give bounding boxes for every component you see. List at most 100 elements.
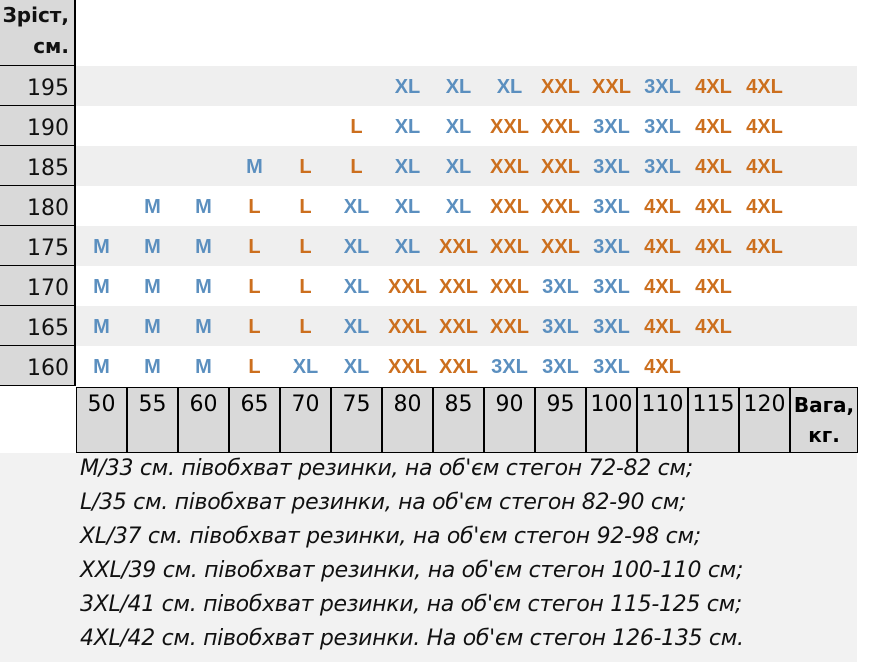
size-cell: 4XL — [695, 236, 732, 258]
size-cell: XXL — [541, 236, 580, 258]
weight-label: 100 — [586, 387, 637, 453]
height-header-line1: Зріст, — [2, 3, 69, 27]
legend-line: XXL/39 см. півобхват резинки, на об'єм с… — [80, 558, 744, 583]
size-cell: 4XL — [746, 116, 783, 138]
size-cell: 4XL — [746, 236, 783, 258]
size-cell — [127, 146, 178, 186]
weight-label: 85 — [433, 387, 484, 453]
size-cell: 4XL — [746, 196, 783, 218]
legend-line: 4XL/42 см. півобхват резинки. На об'єм с… — [80, 626, 744, 651]
size-cell: L — [248, 276, 261, 298]
row-stripe — [76, 226, 857, 266]
weight-label: 60 — [178, 387, 229, 453]
height-header: Зріст, см. — [0, 0, 76, 66]
size-cell: 3XL — [593, 116, 630, 138]
size-cell — [331, 66, 382, 106]
size-cell: L — [299, 316, 312, 338]
height-label: 165 — [0, 306, 76, 346]
size-cell — [76, 146, 127, 186]
size-cell — [127, 106, 178, 146]
size-cell: 3XL — [542, 356, 579, 378]
size-cell: M — [144, 276, 161, 298]
weight-header-line1: Вага, — [793, 393, 855, 417]
row-stripe — [76, 306, 857, 346]
size-cell: XXL — [388, 356, 427, 378]
size-cell: L — [248, 196, 261, 218]
size-cell — [739, 346, 790, 386]
size-cell — [688, 346, 739, 386]
weight-header-line2: кг. — [808, 423, 840, 447]
size-cell: XXL — [541, 196, 580, 218]
size-cell: 4XL — [695, 196, 732, 218]
size-cell: 3XL — [593, 196, 630, 218]
legend-area — [0, 453, 857, 662]
legend-line: 3XL/41 см. півобхват резинки, на об'єм с… — [80, 592, 742, 617]
size-cell: 3XL — [542, 276, 579, 298]
size-cell: 4XL — [695, 76, 732, 98]
size-cell: 4XL — [644, 276, 681, 298]
row-stripe — [76, 146, 857, 186]
height-label: 180 — [0, 186, 76, 226]
weight-header: Вага, кг. — [790, 387, 858, 453]
size-cell: XL — [394, 76, 421, 98]
size-cell: 3XL — [491, 356, 528, 378]
size-cell: XXL — [388, 316, 427, 338]
size-cell: 4XL — [746, 76, 783, 98]
size-cell: XL — [343, 236, 370, 258]
size-cell: 4XL — [644, 236, 681, 258]
size-cell: L — [248, 236, 261, 258]
size-cell: XXL — [439, 316, 478, 338]
height-label: 185 — [0, 146, 76, 186]
size-cell: XXL — [439, 356, 478, 378]
size-cell: XXL — [490, 116, 529, 138]
size-cell: M — [144, 196, 161, 218]
height-label: 160 — [0, 346, 76, 386]
size-cell — [76, 66, 127, 106]
size-cell: L — [299, 156, 312, 178]
size-cell: XL — [445, 116, 472, 138]
size-cell: M — [93, 276, 110, 298]
size-cell — [739, 306, 790, 346]
weight-label: 90 — [484, 387, 535, 453]
size-cell — [178, 146, 229, 186]
size-cell: L — [350, 116, 363, 138]
weight-label: 65 — [229, 387, 280, 453]
weight-label: 80 — [382, 387, 433, 453]
height-label: 195 — [0, 66, 76, 106]
size-cell: 4XL — [644, 316, 681, 338]
weight-label: 115 — [688, 387, 739, 453]
size-cell: XL — [343, 196, 370, 218]
height-label: 175 — [0, 226, 76, 266]
height-header-line2: см. — [33, 34, 69, 58]
size-cell: XL — [394, 236, 421, 258]
size-cell: XL — [445, 196, 472, 218]
size-cell: M — [144, 316, 161, 338]
size-cell: XXL — [490, 316, 529, 338]
row-stripe — [76, 346, 857, 386]
size-cell — [739, 266, 790, 306]
size-cell: M — [195, 196, 212, 218]
size-cell: M — [93, 356, 110, 378]
height-label: 190 — [0, 106, 76, 146]
size-cell: 3XL — [593, 276, 630, 298]
size-cell: XXL — [490, 156, 529, 178]
size-cell — [229, 106, 280, 146]
size-cell: XL — [445, 76, 472, 98]
weight-label: 70 — [280, 387, 331, 453]
size-cell: 4XL — [644, 356, 681, 378]
size-cell: XXL — [439, 276, 478, 298]
size-cell: M — [144, 356, 161, 378]
size-cell: XL — [343, 316, 370, 338]
size-cell: 4XL — [644, 196, 681, 218]
size-cell: 3XL — [644, 116, 681, 138]
size-cell: L — [299, 196, 312, 218]
row-stripe — [76, 266, 857, 306]
size-cell: L — [350, 156, 363, 178]
size-cell: M — [195, 236, 212, 258]
weight-label: 55 — [127, 387, 178, 453]
size-cell: XXL — [439, 236, 478, 258]
size-cell: M — [195, 356, 212, 378]
size-cell: 3XL — [593, 156, 630, 178]
legend-line: XL/37 см. півобхват резинки, на об'єм ст… — [80, 524, 701, 549]
size-cell: XXL — [388, 276, 427, 298]
